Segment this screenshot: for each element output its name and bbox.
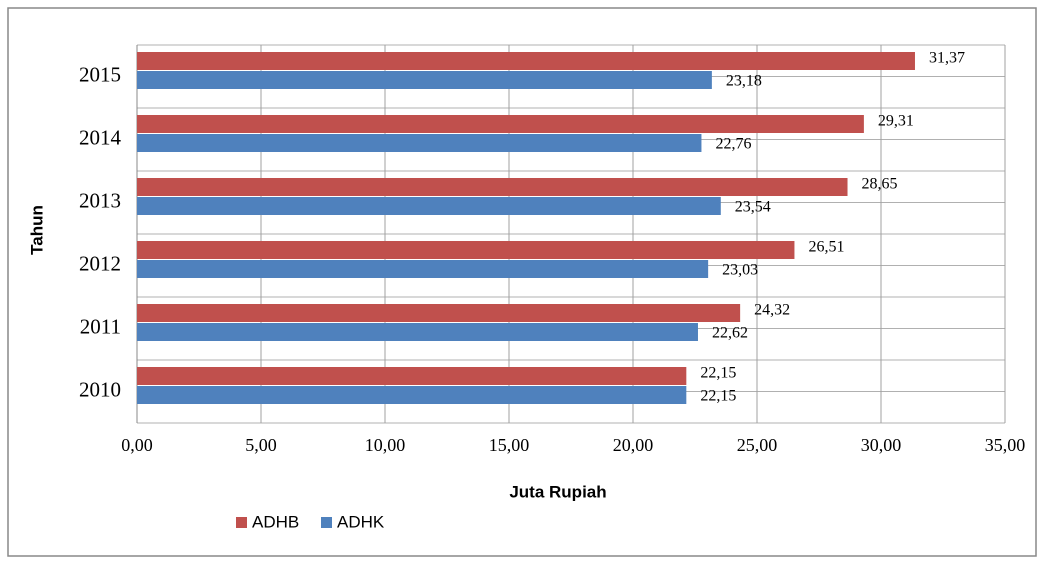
x-tick-label: 0,00 [121,435,153,455]
legend-swatch [236,517,247,528]
x-tick-label: 35,00 [985,435,1026,455]
legend-label: ADHK [337,512,385,531]
data-label: 22,76 [715,136,751,153]
y-tick-label: 2015 [79,62,121,86]
data-label: 29,31 [878,113,914,130]
y-tick-label: 2011 [80,314,121,338]
chart-frame [7,7,1037,557]
y-tick-label: 2010 [79,377,121,401]
data-label: 24,32 [754,302,790,319]
x-tick-label: 5,00 [245,435,277,455]
data-label: 23,54 [735,199,771,216]
y-axis-title: Tahun [27,205,46,255]
bar [137,52,915,70]
bar [137,178,848,196]
data-label: 28,65 [862,176,898,193]
x-tick-label: 10,00 [365,435,406,455]
bar [137,241,795,259]
data-label: 23,18 [726,73,762,90]
bar [137,386,687,404]
legend-swatch [321,517,332,528]
x-tick-label: 15,00 [489,435,530,455]
x-tick-label: 20,00 [613,435,654,455]
bar [137,323,698,341]
bar [137,71,712,89]
x-axis-title: Juta Rupiah [509,482,606,501]
y-tick-label: 2012 [79,251,121,275]
bar [137,260,709,278]
data-label: 23,03 [722,262,758,279]
y-tick-label: 2014 [79,125,122,149]
data-label: 22,15 [700,365,736,382]
legend-label: ADHB [252,512,299,531]
bar [137,134,702,152]
data-label: 22,62 [712,325,748,342]
data-label: 31,37 [929,50,965,67]
bar [137,367,687,385]
data-label: 22,15 [700,388,736,405]
bar [137,304,741,322]
x-tick-label: 30,00 [861,435,902,455]
bar [137,197,721,215]
data-label: 26,51 [808,239,844,256]
x-tick-label: 25,00 [737,435,778,455]
bar [137,115,864,133]
y-tick-label: 2013 [79,188,121,212]
